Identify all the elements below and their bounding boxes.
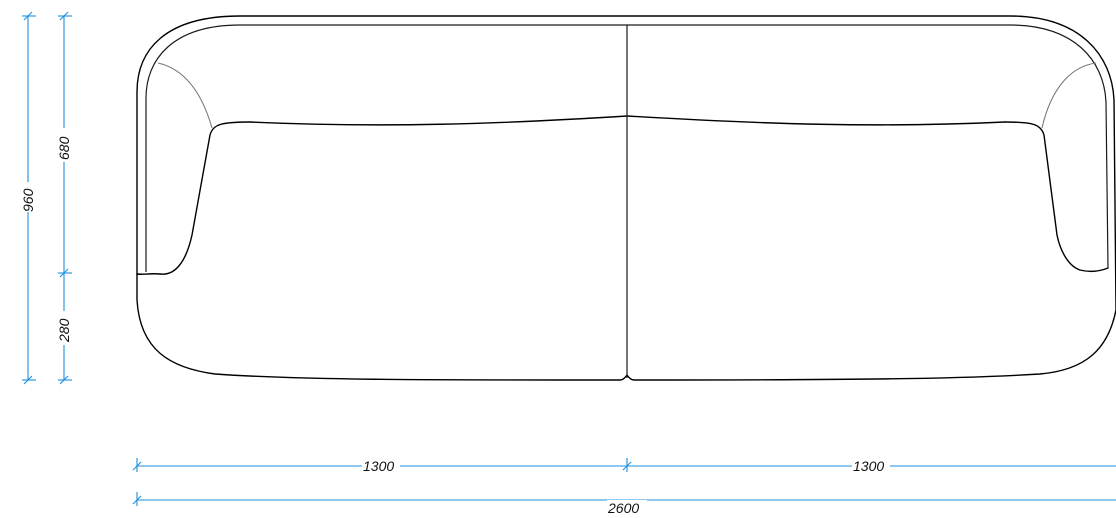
left-arm-seam (157, 62, 213, 129)
left-arm-inner (136, 121, 251, 275)
dim-left-module-width: 1300 (363, 458, 394, 474)
dim-total-width: 2600 (607, 500, 639, 516)
dim-right-module-width: 1300 (853, 458, 884, 474)
sofa-outline (136, 15, 1116, 381)
back-rim-outer (136, 15, 1116, 311)
dim-seat-height: 280 (56, 318, 72, 343)
right-arm-inner (1004, 121, 1109, 273)
back-cushion-edge-right (626, 115, 1006, 126)
back-cushion-edge-left (249, 115, 628, 126)
right-arm-seam (1041, 62, 1097, 129)
dim-back-height: 680 (56, 136, 72, 160)
horizontal-dimension-modules: 1300 1300 (132, 458, 1116, 474)
back-rim-inner (145, 24, 1109, 272)
vertical-dimension-total: 960 (20, 11, 36, 385)
horizontal-dimension-total: 2600 (132, 492, 1116, 516)
dim-total-height: 960 (20, 188, 36, 212)
vertical-dimension-back: 680 280 (56, 11, 72, 385)
